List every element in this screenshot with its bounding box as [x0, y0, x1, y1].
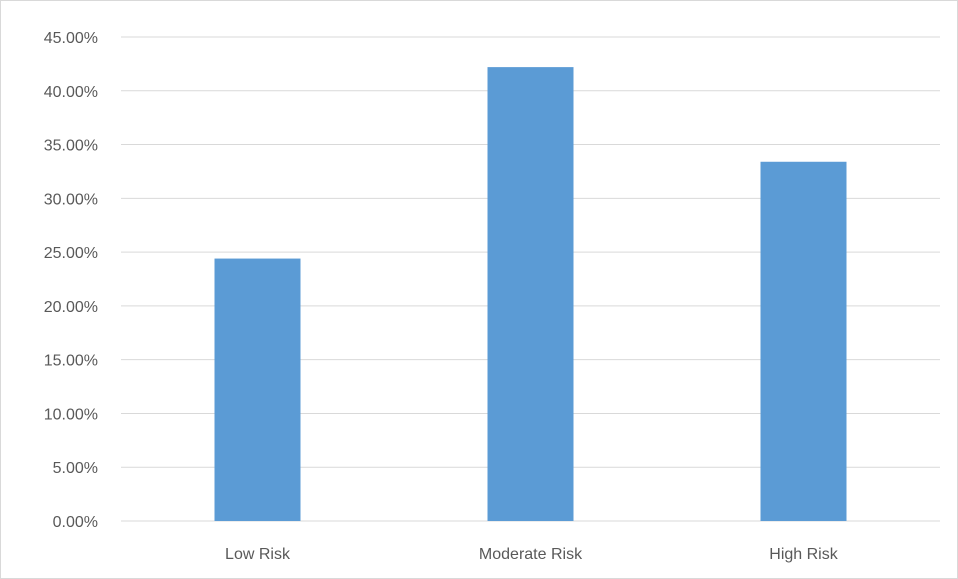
y-tick-label: 15.00%	[44, 353, 98, 370]
y-tick-label: 25.00%	[44, 245, 98, 262]
y-tick-label: 35.00%	[44, 138, 98, 155]
y-tick-label: 20.00%	[44, 299, 98, 316]
bar-moderate-risk	[487, 67, 574, 522]
y-tick-label: 5.00%	[53, 460, 98, 477]
bar-high-risk	[760, 161, 847, 521]
y-tick-label: 40.00%	[44, 84, 98, 101]
x-tick-label: Low Risk	[225, 546, 291, 563]
bar-low-risk	[214, 258, 301, 521]
x-axis-ticks: Low Risk Moderate Risk High Risk	[225, 546, 839, 563]
y-tick-label: 30.00%	[44, 191, 98, 208]
y-tick-label: 0.00%	[53, 514, 98, 531]
y-tick-label: 45.00%	[44, 30, 98, 47]
bars	[214, 67, 847, 522]
x-tick-label: High Risk	[769, 546, 838, 563]
y-tick-label: 10.00%	[44, 406, 98, 423]
x-tick-label: Moderate Risk	[479, 546, 583, 563]
y-axis-ticks: 0.00% 5.00% 10.00% 15.00% 20.00% 25.00% 30.00%…	[44, 30, 98, 531]
